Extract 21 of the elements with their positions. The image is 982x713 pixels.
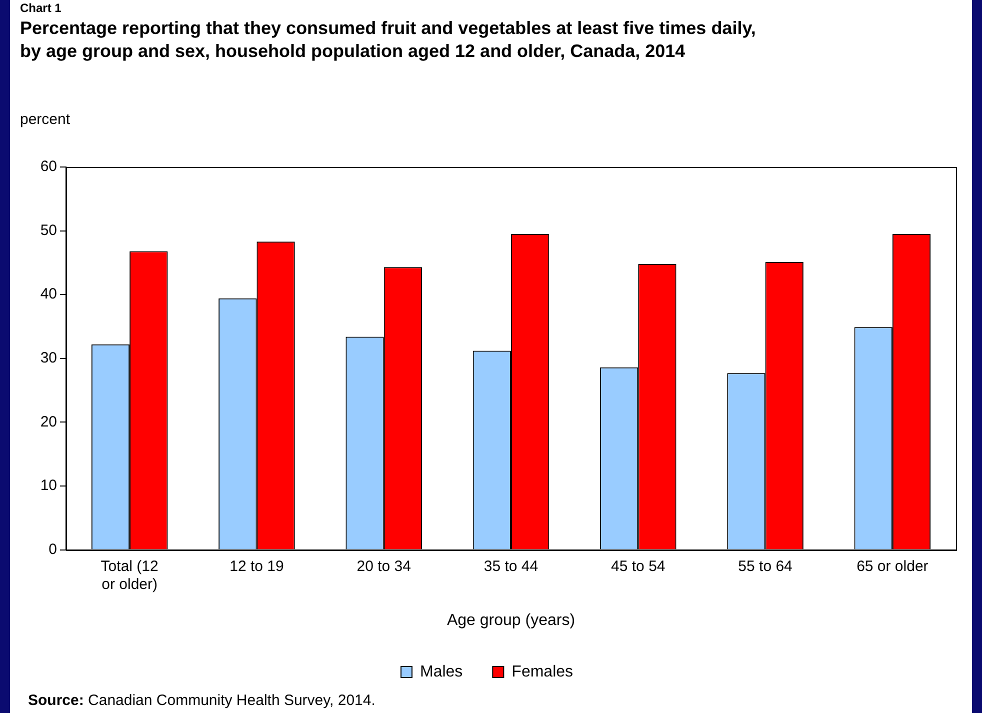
y-axis-title: percent (20, 111, 70, 128)
x-tick-label: 65 or older (856, 558, 928, 575)
legend-label: Females (512, 663, 574, 680)
y-tick-label: 50 (40, 222, 57, 239)
y-tick-label: 20 (40, 413, 57, 430)
y-tick-label: 10 (40, 477, 57, 494)
x-axis-title: Age group (years) (446, 612, 576, 629)
x-tick-label: 45 to 54 (611, 558, 666, 575)
x-tick-label: 55 to 64 (738, 558, 792, 575)
legend-label: Males (420, 663, 463, 680)
x-tick-label: 35 to 44 (484, 558, 538, 575)
chart-title: Percentage reporting that they consumed fruit and vegetables at least five times daily, by age group and sex, household population aged 12 and older, Canada, 2014 (20, 17, 757, 63)
y-tick-label: 30 (40, 350, 57, 367)
y-tick-label: 0 (48, 540, 57, 558)
source-note: Source: Canadian Community Health Survey, 2014. (28, 692, 376, 709)
x-tick-label: 12 to 19 (230, 558, 284, 575)
x-tick-label: 20 to 34 (356, 558, 411, 575)
caption: Chart 1 (20, 1, 62, 15)
x-tick-label: Total (12 or older) (100, 558, 158, 593)
y-tick-label: 40 (40, 286, 57, 303)
y-tick-label: 60 (40, 158, 57, 176)
